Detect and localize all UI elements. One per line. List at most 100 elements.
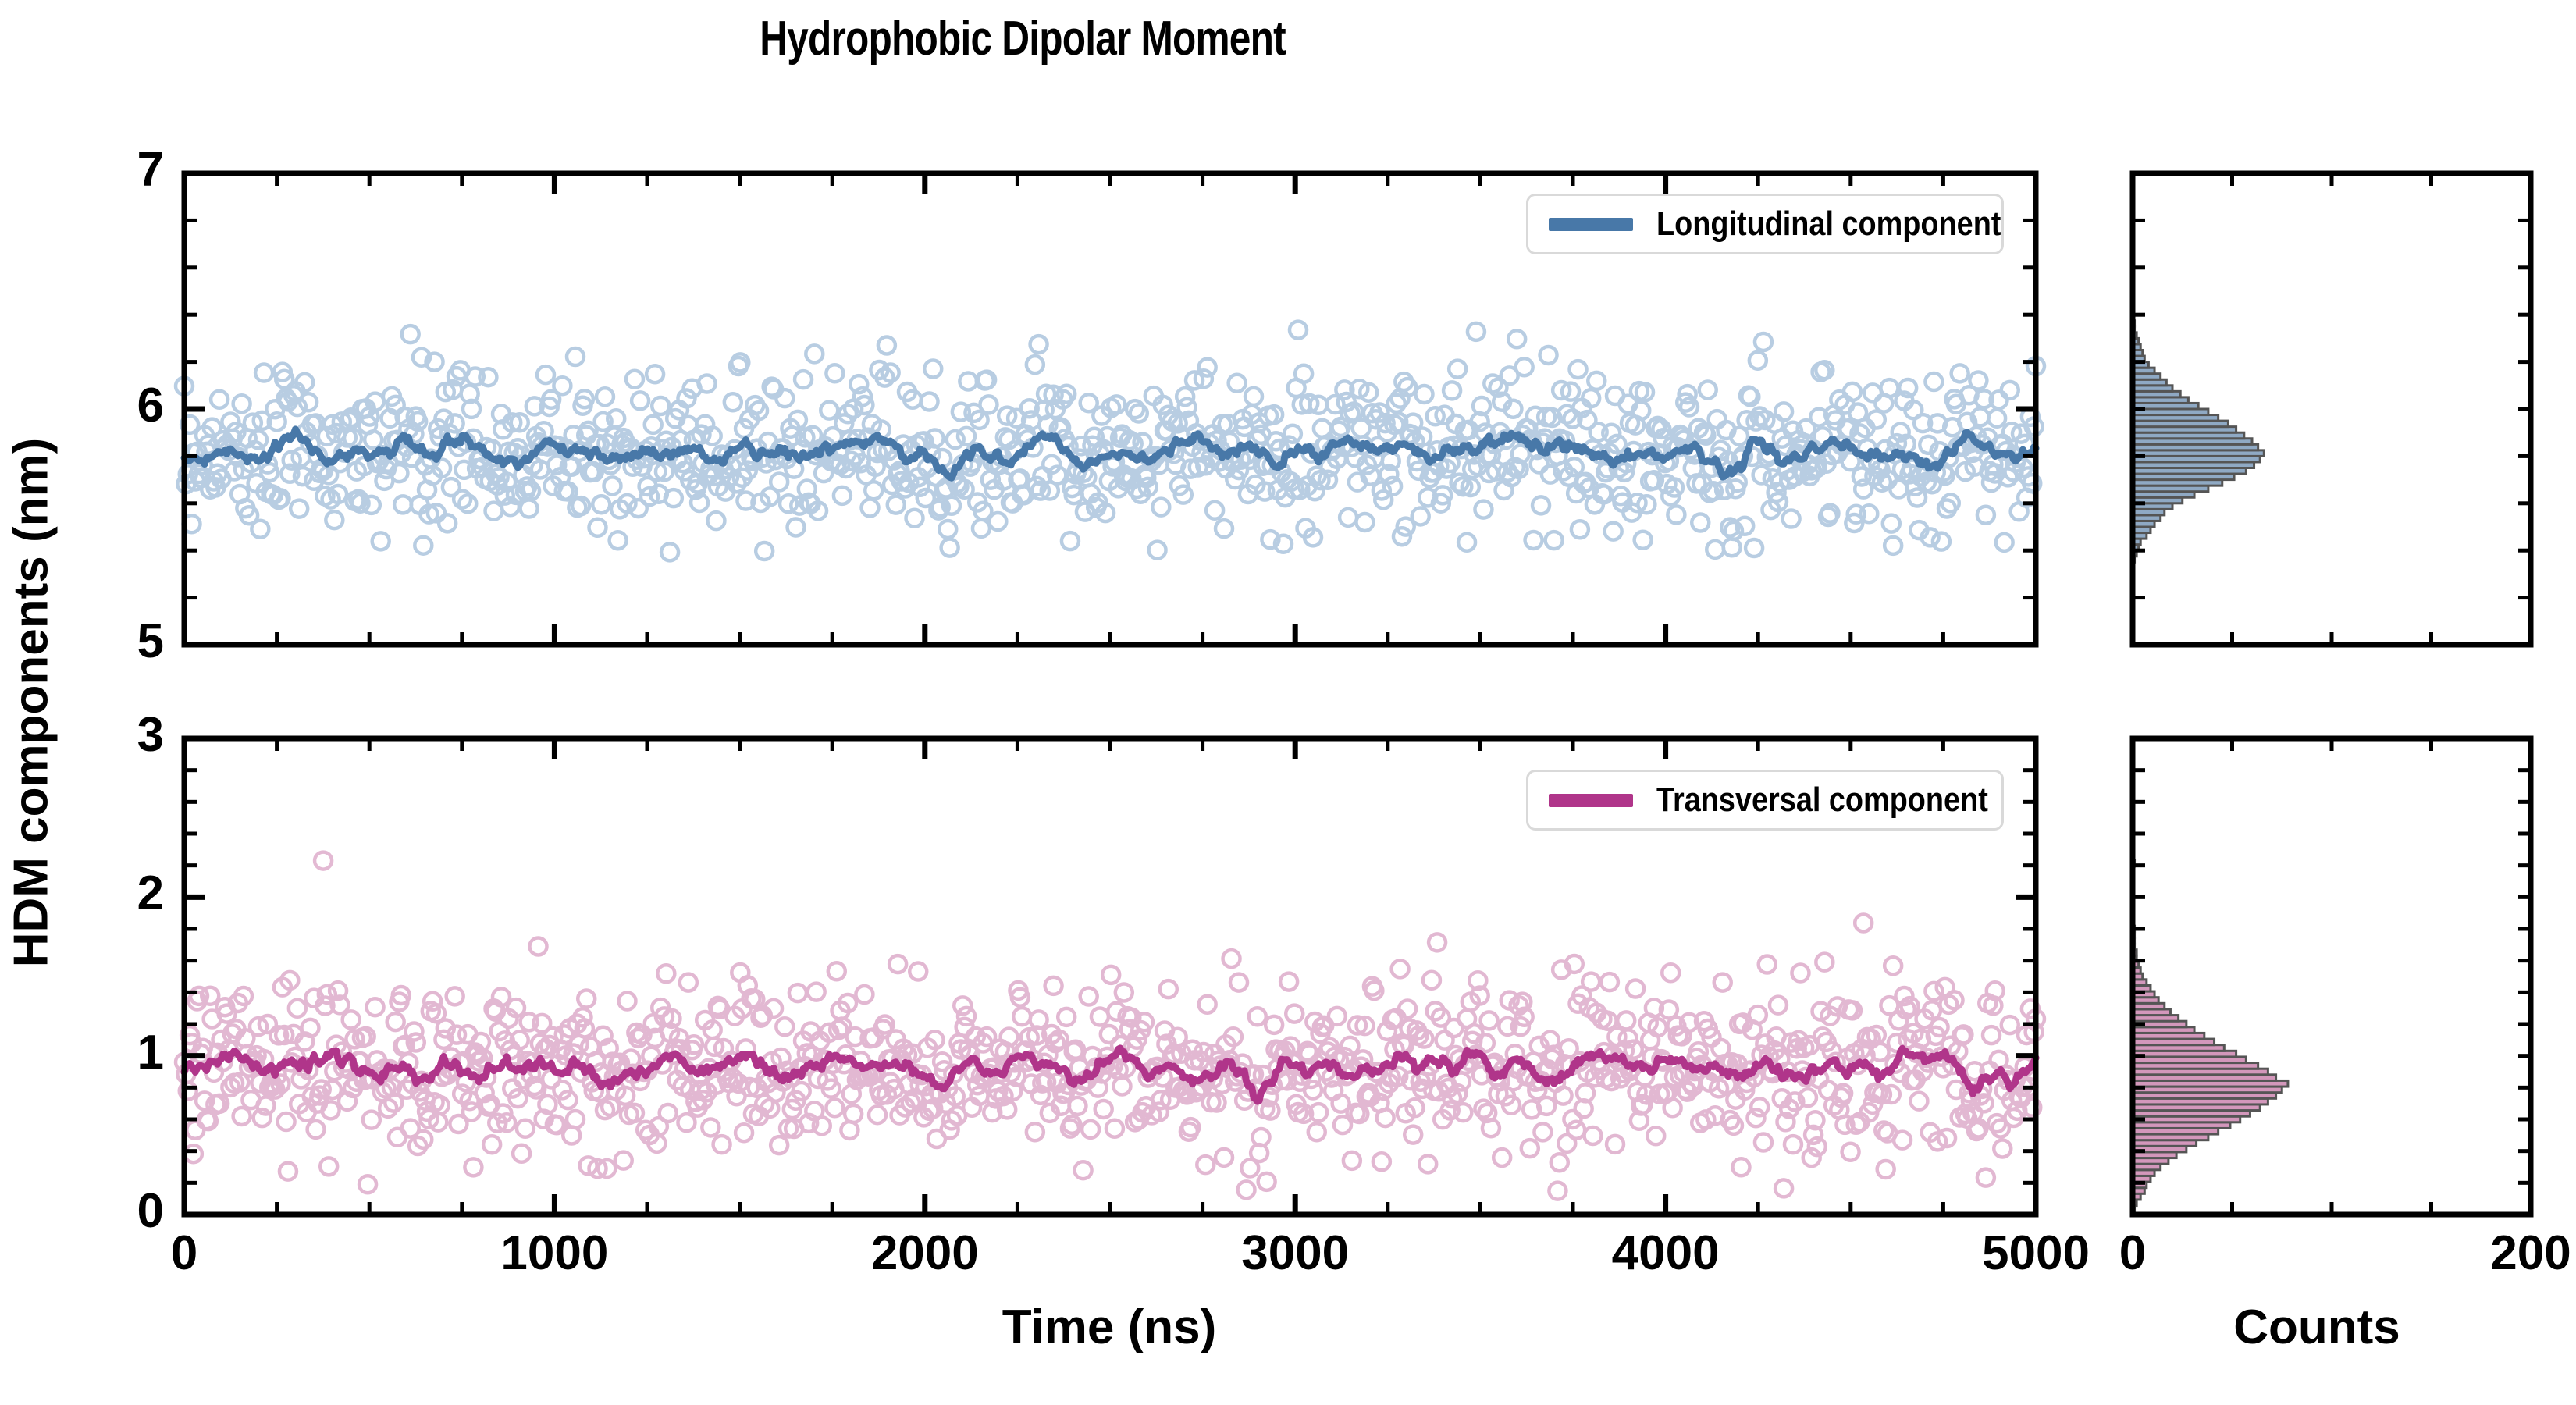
scatter-point [863,479,884,501]
scatter-point [457,493,479,514]
scatter-point [318,1156,340,1177]
scatter-point [197,1110,219,1132]
scatter-point [1080,1119,1101,1140]
scatter-point [874,1014,895,1035]
scatter-point [1844,512,1865,534]
scatter-point [1519,1137,1541,1159]
scatter-point [572,1007,593,1028]
scatter-point [1899,995,1920,1017]
scatter-point [958,371,979,392]
legend-transversal[interactable]: Transversal component [1526,770,2004,831]
scatter-point [1627,492,1648,514]
scatter-point [1019,397,1040,419]
scatter-point [978,394,999,415]
scatter-point [887,953,909,975]
scatter-point [1213,518,1235,539]
scatter-point [922,358,944,379]
scatter-point [1055,383,1077,404]
scatter-point [954,478,975,500]
scatter-point [1557,1133,1578,1154]
scatter-point [231,393,252,414]
scatter-point [854,394,875,416]
scatter-point [1992,1138,2013,1159]
scatter-point [1562,1108,1583,1130]
scatter-point [1404,1097,1425,1119]
scatter-point [1688,1040,1710,1062]
scatter-point [1226,372,1247,394]
scatter-point [1564,953,1585,975]
scatter-point [943,1063,964,1085]
scatter-point [1875,1158,1896,1180]
scatter-point [1890,422,1911,443]
scatter-point [483,500,504,521]
scatter-point [806,981,827,1002]
x-tick-label-bottom-1000: 1000 [500,1226,609,1280]
x-tick-label-bottom-5000: 5000 [1982,1226,2090,1280]
legend-swatch-transversal [1549,793,1633,807]
scatter-point [1106,394,1127,415]
scatter-point [722,392,744,413]
x-tick-label-bottom-0: 0 [170,1226,198,1280]
scatter-point [1747,350,1769,372]
scatter-point [1623,1039,1645,1060]
scatter-point [1065,1039,1087,1061]
scatter-point [696,373,717,394]
scatter-point [1930,531,1952,552]
scatter-point [1421,969,1443,991]
scatter-point [1617,1028,1638,1049]
scatter-point [688,492,710,514]
scatter-point [1026,475,1048,497]
scatter-point [998,1026,1019,1048]
scatter-point [1078,986,1099,1007]
scatter-point [1308,1101,1329,1123]
y-axis-title: HDM components (nm) [4,437,59,968]
scatter-point [311,1079,332,1100]
scatter-point [730,352,751,373]
scatter-point [1425,405,1446,427]
scatter-point [969,409,990,431]
scatter-point [1851,466,1873,487]
scatter-point [1236,1179,1257,1200]
scatter-point [1488,377,1509,398]
scatter-point [1050,417,1072,438]
scatter-point [1247,1005,1268,1027]
scatter-point [383,1092,404,1113]
scatter-point [1382,475,1404,497]
scatter-point [1508,994,1529,1016]
scatter-point [826,961,848,982]
scatter-point [1151,496,1172,518]
scatter-point [1402,412,1424,433]
scatter-point [774,1016,795,1037]
x-tick-hist-bottom-200: 200 [2490,1226,2571,1280]
scatter-point [1712,972,1733,993]
scatter-point [1446,358,1468,379]
scatter-point [1213,1147,1235,1168]
scatter-point [1011,1005,1033,1027]
scatter-point [493,1103,514,1124]
scatter-point [1456,532,1478,553]
scatter-point [876,335,898,356]
scatter-point [1183,370,1205,391]
scatter-point [557,481,578,502]
scatter-point [1397,998,1418,1019]
scatter-point [1624,978,1646,999]
scatter-point [1341,1150,1363,1172]
scatter-point [2019,998,2041,1019]
scatter-point [1043,975,1064,997]
scatter-point [804,343,825,365]
scatter-point [648,1115,670,1137]
legend-longitudinal[interactable]: Longitudinal component [1526,194,2004,254]
scatter-point [605,407,627,429]
scatter-point [1397,376,1418,398]
scatter-point [1094,502,1116,524]
scatter-point [1944,990,1965,1011]
scatter-point [1940,493,1962,514]
scatter-point [874,367,895,388]
scatter-point [1089,1006,1111,1027]
scatter-point [1512,991,1533,1012]
scatter-point [1906,487,1928,508]
scatter-point [1923,980,1944,1002]
scatter-point [1128,403,1150,424]
scatter-point [418,503,439,525]
scatter-point [1414,1028,1435,1049]
